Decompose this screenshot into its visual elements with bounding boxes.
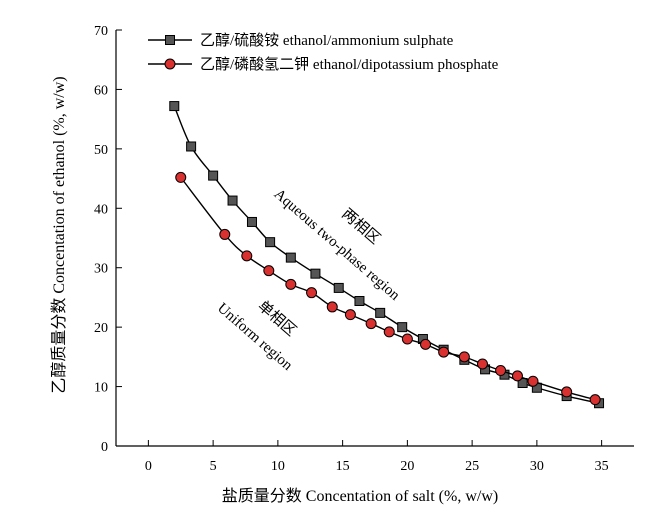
data-point	[458, 351, 470, 363]
x-tick-label: 15	[336, 459, 350, 474]
y-tick-label: 10	[94, 381, 108, 396]
legend-item: 乙醇/硫酸铵 ethanol/ammonium sulphate	[148, 32, 454, 49]
y-tick-label: 30	[94, 262, 108, 277]
x-tick-label: 25	[465, 459, 479, 474]
y-axis-title: 乙醇质量分数 Concentation of ethanol (%, w/w)	[50, 76, 68, 393]
data-point	[265, 237, 276, 248]
series-line	[173, 105, 600, 404]
x-tick-label: 0	[145, 459, 152, 474]
legend-item: 乙醇/磷酸氢二钾 ethanol/dipotassium phosphate	[148, 56, 499, 73]
data-point	[246, 216, 257, 227]
data-point	[175, 171, 187, 183]
data-point	[589, 394, 601, 406]
data-point	[420, 338, 432, 350]
legend-label: 乙醇/硫酸铵 ethanol/ammonium sulphate	[200, 32, 454, 49]
data-point	[383, 326, 395, 338]
x-tick-label: 35	[595, 459, 609, 474]
data-point	[354, 295, 365, 306]
data-point	[561, 386, 573, 398]
y-tick-label: 40	[94, 202, 108, 217]
data-point	[517, 378, 528, 389]
data-point	[186, 141, 197, 152]
data-point	[527, 375, 539, 387]
legend: 乙醇/硫酸铵 ethanol/ammonium sulphate 乙醇/磷酸氢二钾…	[148, 32, 499, 73]
data-point	[169, 101, 180, 112]
y-tick-label: 0	[101, 440, 108, 455]
data-point	[310, 268, 321, 279]
legend-marker	[165, 35, 175, 45]
data-point	[397, 322, 408, 333]
data-point	[495, 365, 507, 377]
x-axis-title: 盐质量分数 Concentation of salt (%, w/w)	[222, 487, 498, 505]
x-tick-label: 10	[271, 459, 285, 474]
data-point	[438, 346, 450, 358]
series-layer	[169, 101, 605, 409]
y-tick-label: 50	[94, 143, 108, 158]
data-point	[344, 309, 356, 321]
axes: 0 10 20 30 40 50 60 70 0 5 10 15 20 25 30 35	[94, 24, 634, 474]
data-point	[326, 301, 338, 313]
data-point	[227, 195, 238, 206]
data-point	[263, 265, 275, 277]
series-2	[175, 171, 601, 406]
data-point	[241, 250, 253, 262]
data-point	[208, 170, 219, 181]
data-point	[285, 252, 296, 263]
data-point	[219, 228, 231, 240]
y-tick-label: 20	[94, 321, 108, 336]
series-1	[169, 101, 605, 409]
data-point	[401, 333, 413, 345]
data-point	[365, 318, 377, 330]
data-point	[333, 282, 344, 293]
legend-marker	[164, 58, 176, 70]
annotation-uniform-en: Uniform region	[214, 300, 296, 374]
legend-label: 乙醇/磷酸氢二钾 ethanol/dipotassium phosphate	[200, 56, 499, 73]
data-point	[375, 307, 386, 318]
x-tick-label: 5	[210, 459, 217, 474]
y-tick-label: 70	[94, 24, 108, 39]
data-point	[476, 358, 488, 370]
x-tick-label: 20	[400, 459, 414, 474]
data-point	[285, 278, 297, 290]
data-point	[306, 287, 318, 299]
x-tick-label: 30	[530, 459, 544, 474]
y-tick-label: 60	[94, 83, 108, 98]
data-point	[511, 370, 523, 382]
